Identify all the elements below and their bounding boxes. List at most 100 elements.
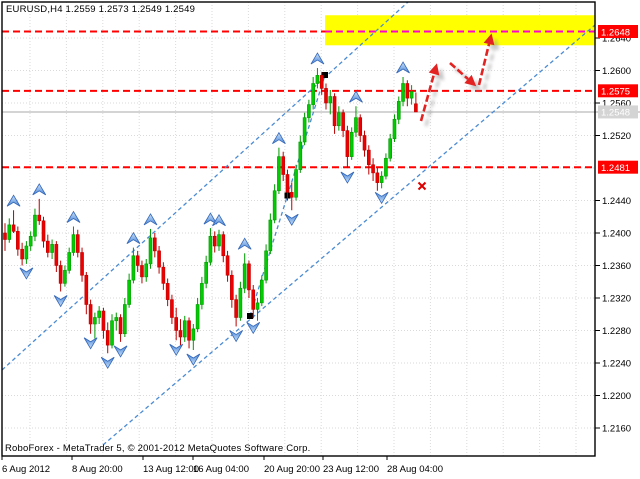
candle-body: [200, 283, 204, 305]
candle-body: [33, 214, 37, 237]
fractal-down-icon: [100, 356, 115, 370]
candle-body: [110, 320, 114, 346]
candle-body: [157, 250, 161, 268]
candle-body: [165, 283, 170, 300]
plot-border: [1, 1, 596, 457]
current-price-badge: [598, 105, 638, 119]
projection-arrow-head: [464, 74, 477, 87]
candle-body: [388, 138, 393, 159]
price-level-badge-label: 1.2648: [601, 27, 630, 38]
x-axis-label: 23 Aug 12:00: [323, 464, 379, 475]
candle-body: [362, 135, 367, 151]
candle-body: [204, 261, 208, 284]
candle-body: [349, 131, 354, 157]
candle-body: [58, 265, 63, 284]
candle-body: [384, 157, 388, 177]
trendline-lower-channel[interactable]: [102, 24, 596, 446]
projection-arrow-shadow: [424, 78, 441, 127]
projection-arrow-head: [428, 63, 440, 76]
candle-body: [153, 237, 157, 252]
projection-arrow-head: [483, 33, 495, 46]
candle-body: [272, 190, 277, 221]
candle-body: [409, 91, 414, 99]
price-level-badge: [598, 160, 638, 174]
candle-body: [396, 101, 401, 120]
y-axis-label: 1.2320: [602, 294, 631, 305]
fractal-up-icon: [396, 61, 410, 74]
y-axis-label: 1.2640: [602, 34, 631, 45]
price-level-badge-label: 1.2481: [601, 163, 630, 174]
candle-body: [28, 235, 33, 247]
candle-body: [127, 279, 131, 305]
candle-body: [259, 279, 264, 304]
candle-body: [45, 240, 50, 253]
candle-body: [101, 310, 106, 331]
fractal-down-icon: [113, 345, 128, 358]
fractal-down-icon: [246, 321, 261, 335]
candle-body: [3, 232, 7, 240]
candle-body: [315, 75, 320, 84]
candle-body: [178, 330, 183, 338]
candle-body: [50, 244, 54, 253]
candle-body: [379, 175, 384, 183]
candle-body: [20, 248, 24, 260]
candle-body: [337, 112, 341, 127]
candle-body: [247, 263, 251, 291]
x-axis-label: 8 Aug 20:00: [72, 464, 123, 475]
candle-body: [268, 219, 273, 252]
fractal-down-icon: [229, 330, 243, 343]
candle-body: [7, 224, 12, 240]
candle-body: [41, 220, 46, 242]
candle-body: [63, 270, 67, 284]
candle-body: [225, 255, 230, 276]
candle-body: [285, 174, 290, 193]
candle-body: [208, 235, 213, 263]
trendline-upper-channel[interactable]: [1, 1, 409, 371]
candle-body: [281, 156, 286, 175]
projection-arrow[interactable]: [419, 73, 436, 122]
candle-body: [354, 117, 358, 133]
fractal-up-icon: [143, 213, 158, 226]
candle-body: [319, 75, 324, 89]
candle-body: [140, 265, 144, 278]
copyright-text: RoboForex - MetaTrader 5, © 2001-2012 Me…: [5, 443, 311, 454]
candle-body: [414, 103, 418, 113]
candle-body: [212, 235, 217, 247]
candle-body: [148, 237, 153, 265]
fractal-up-icon: [237, 237, 252, 250]
candle-body: [131, 255, 136, 281]
fractal-up-icon: [272, 131, 286, 145]
fractal-up-icon: [212, 213, 226, 227]
candle-body: [88, 304, 93, 325]
target-zone: [325, 15, 595, 46]
candle-body: [182, 320, 187, 338]
candle-body: [118, 317, 123, 335]
y-axis-label: 1.2600: [602, 66, 631, 77]
trendline-anchor[interactable]: [247, 313, 253, 319]
y-axis: 1.2640 1.2600 1.2560 1.2520 1.2440 1.2400 1.23…: [595, 34, 631, 435]
candle-body: [93, 317, 97, 325]
candle-body: [161, 266, 166, 284]
candle-body: [277, 156, 281, 192]
candle-body: [298, 141, 303, 170]
projection-arrow[interactable]: [449, 62, 469, 80]
candle-body: [375, 172, 380, 183]
candle-body: [71, 234, 76, 253]
candle-body: [37, 214, 42, 222]
candle-body: [294, 169, 298, 198]
projection-arrow[interactable]: [477, 43, 491, 86]
fractal-down-icon: [284, 213, 299, 227]
x-axis-label: 20 Aug 20:00: [264, 464, 320, 475]
candle-body: [144, 263, 149, 278]
y-axis-label: 1.2520: [602, 131, 631, 142]
y-axis-label: 1.2440: [602, 196, 631, 207]
y-axis-label: 1.2160: [602, 424, 631, 435]
y-axis-label: 1.2240: [602, 359, 631, 370]
y-axis-label: 1.2360: [602, 261, 631, 272]
trendline-anchor[interactable]: [322, 72, 328, 78]
fractal-down-icon: [53, 295, 68, 308]
candle-body: [366, 149, 371, 166]
fractal-up-icon: [126, 231, 141, 244]
